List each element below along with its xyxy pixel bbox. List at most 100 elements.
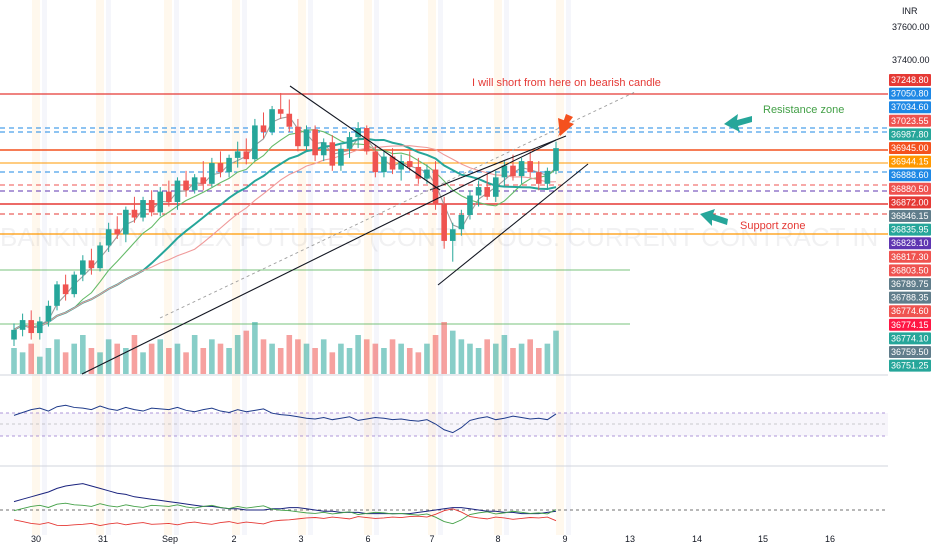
candle-body bbox=[62, 284, 69, 295]
price-tag-label: 36788.35 bbox=[891, 293, 929, 303]
price-tag-label: 36803.50 bbox=[891, 265, 929, 275]
date-tick: 13 bbox=[625, 534, 635, 544]
candle bbox=[140, 196, 146, 222]
candle-body bbox=[441, 204, 447, 241]
volume-bar bbox=[183, 352, 189, 374]
watermark: BANKNIFTY INDEX FUTURES (CONTINUOUS: CUR… bbox=[0, 222, 932, 252]
session-band-8 bbox=[556, 0, 564, 535]
price-tag: 36789.75 bbox=[889, 278, 931, 290]
price-tag-box bbox=[889, 305, 931, 318]
volume-bar bbox=[217, 343, 224, 374]
candle bbox=[527, 151, 533, 178]
candle-body bbox=[148, 200, 155, 213]
price-tags: 37248.80 37050.80 37034.60 37023.55 36987.80… bbox=[889, 74, 931, 372]
price-tag-label: 36774.15 bbox=[891, 320, 929, 330]
candle-body bbox=[19, 320, 26, 330]
date-axis[interactable]: 30 31 Sep 2 3 6 7 8 9 13 14 15 16 bbox=[31, 534, 835, 544]
price-tag: 37248.80 bbox=[889, 74, 931, 86]
volume-bar bbox=[54, 339, 60, 374]
candle bbox=[191, 174, 198, 194]
volume-bar bbox=[97, 352, 103, 374]
date-tick: 7 bbox=[429, 534, 434, 544]
candle-body bbox=[346, 137, 353, 149]
candle bbox=[217, 151, 224, 178]
candle-body bbox=[157, 191, 164, 213]
date-tick: 15 bbox=[758, 534, 768, 544]
price-tag-label: 37248.80 bbox=[891, 75, 929, 85]
volume-bar bbox=[174, 343, 181, 374]
candle-body bbox=[217, 163, 224, 173]
volume-bar bbox=[295, 339, 301, 374]
price-tag: 36846.15 bbox=[889, 210, 931, 222]
candle-body bbox=[226, 157, 232, 173]
volume-bar bbox=[553, 330, 559, 374]
candle bbox=[37, 316, 43, 340]
volume-bar bbox=[501, 335, 508, 374]
session-band-b-2 bbox=[174, 0, 179, 535]
session-band-b-6 bbox=[438, 0, 443, 535]
volume-bar bbox=[157, 339, 164, 374]
volume-bar bbox=[475, 348, 482, 374]
support-arrow-icon bbox=[700, 209, 728, 226]
date-tick: 2 bbox=[231, 534, 236, 544]
date-tick: 16 bbox=[825, 534, 835, 544]
candle bbox=[484, 174, 490, 201]
price-tag: 37023.55 bbox=[889, 114, 931, 127]
candle bbox=[320, 138, 327, 162]
volume-bar bbox=[11, 348, 17, 374]
candle-body bbox=[303, 129, 310, 147]
session-band-5 bbox=[364, 0, 372, 535]
session-band-b-3 bbox=[242, 0, 247, 535]
volume-bar bbox=[492, 343, 499, 374]
price-tag: 36880.50 bbox=[889, 182, 931, 195]
candle bbox=[329, 135, 336, 171]
candle-body bbox=[131, 209, 138, 218]
candle bbox=[544, 167, 551, 190]
price-tag-label: 36828.10 bbox=[891, 238, 929, 248]
candle bbox=[45, 300, 52, 327]
candle bbox=[458, 209, 465, 236]
volume-bar bbox=[191, 335, 198, 374]
candle bbox=[166, 180, 172, 207]
candle-body bbox=[372, 151, 379, 173]
price-tag-box bbox=[889, 291, 931, 304]
candle bbox=[312, 125, 318, 162]
candle bbox=[441, 196, 447, 249]
candle-body bbox=[355, 128, 361, 138]
date-tick: 30 bbox=[31, 534, 41, 544]
candle bbox=[200, 161, 207, 191]
candle bbox=[260, 112, 267, 139]
annotations: I will short from here on bearish candle… bbox=[472, 77, 844, 232]
volume-bar bbox=[252, 322, 258, 374]
candle-body bbox=[338, 148, 344, 166]
candle-body bbox=[234, 151, 241, 158]
session-band-6 bbox=[428, 0, 436, 535]
volume-bar bbox=[71, 343, 78, 374]
volume-bar bbox=[372, 343, 379, 374]
volume-bar bbox=[80, 335, 86, 374]
candle bbox=[183, 170, 189, 197]
candle bbox=[148, 190, 155, 217]
candle-body bbox=[191, 177, 198, 191]
price-axis[interactable]: INR 37600.00 37400.00 37248.8037050.8037… bbox=[888, 0, 932, 550]
price-tag-box bbox=[889, 346, 931, 358]
candle bbox=[510, 154, 516, 181]
currency-label: INR bbox=[902, 6, 918, 16]
candle-body bbox=[381, 156, 387, 173]
candle-body bbox=[424, 169, 430, 179]
volume-bar bbox=[114, 343, 121, 374]
candle bbox=[535, 161, 542, 191]
support-annotation: Support zone bbox=[740, 220, 805, 232]
trendlines bbox=[81, 85, 636, 375]
candle-body bbox=[243, 151, 250, 160]
volume-bar bbox=[484, 339, 490, 374]
candle-body bbox=[286, 113, 293, 127]
candle bbox=[252, 118, 258, 162]
volume-bar bbox=[45, 348, 52, 374]
volume-bar bbox=[363, 339, 370, 374]
candle-body bbox=[277, 109, 284, 114]
candle-body bbox=[406, 161, 413, 167]
candle bbox=[234, 141, 241, 168]
volume-bar bbox=[527, 339, 533, 374]
